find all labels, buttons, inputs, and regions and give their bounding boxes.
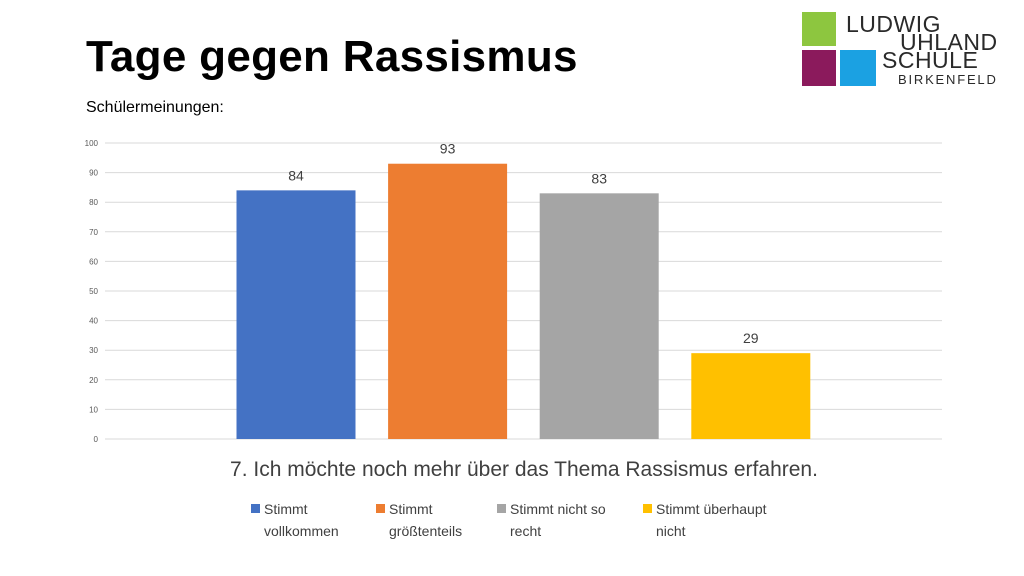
- legend-label-2b: größtenteils: [389, 523, 463, 539]
- bar: [691, 353, 811, 439]
- legend-swatch-3: [497, 504, 506, 513]
- legend-label-2a: Stimmt: [389, 501, 433, 517]
- logo-text-birkenfeld: BIRKENFELD: [898, 72, 998, 87]
- y-axis-ticks: 0 10 20 30 40 50 60 70 80 90 100: [85, 139, 99, 444]
- y-tick-label: 100: [85, 139, 99, 148]
- y-tick-label: 60: [89, 257, 98, 266]
- y-tick-label: 90: [89, 169, 98, 178]
- data-labels: 84 93 83 29: [288, 141, 759, 346]
- logo-text-uhland: UHLAND: [900, 29, 998, 55]
- data-label: 29: [743, 330, 759, 346]
- legend-item-2: Stimmt größtenteils: [376, 498, 462, 542]
- bar: [388, 163, 508, 439]
- legend-label-3b: recht: [510, 523, 542, 539]
- bar: [539, 193, 659, 439]
- legend-label-4a: Stimmt überhaupt: [656, 501, 767, 517]
- logo-green-block: [802, 12, 836, 46]
- legend-swatch-2: [376, 504, 385, 513]
- legend-label-3a: Stimmt nicht so: [510, 501, 606, 517]
- bars: [236, 163, 811, 439]
- grid-layer: [105, 142, 942, 440]
- legend-item-4: Stimmt überhaupt nicht: [643, 498, 767, 542]
- school-logo: LUDWIG UHLAND SCHULE BIRKENFELD: [800, 10, 1020, 90]
- data-label: 84: [288, 167, 304, 183]
- y-tick-label: 0: [94, 435, 99, 444]
- logo-text-ludwig: LUDWIG: [846, 11, 941, 37]
- y-tick-label: 80: [89, 198, 98, 207]
- chart-title: 7. Ich möchte noch mehr über das Thema R…: [230, 458, 818, 481]
- logo-blue-block: [840, 50, 876, 86]
- y-tick-label: 50: [89, 287, 98, 296]
- legend-label-4b: nicht: [656, 523, 686, 539]
- legend-item-1: Stimmt vollkommen: [251, 498, 339, 542]
- y-tick-label: 20: [89, 376, 98, 385]
- logo-text-schule: SCHULE: [882, 47, 979, 73]
- y-tick-label: 10: [89, 405, 98, 414]
- legend-swatch-4: [643, 504, 652, 513]
- slide-subtitle: Schülermeinungen:: [86, 99, 224, 116]
- bar: [236, 190, 356, 439]
- legend-swatch-1: [251, 504, 260, 513]
- slide-title: Tage gegen Rassismus: [86, 32, 578, 81]
- legend-label-1b: vollkommen: [264, 523, 339, 539]
- legend-label-1a: Stimmt: [264, 501, 308, 517]
- data-label: 93: [440, 141, 456, 157]
- data-label: 83: [591, 170, 607, 186]
- y-tick-label: 70: [89, 228, 98, 237]
- y-tick-label: 40: [89, 317, 98, 326]
- y-tick-label: 30: [89, 346, 98, 355]
- logo-purple-block: [802, 50, 836, 86]
- legend-item-3: Stimmt nicht so recht: [497, 498, 606, 542]
